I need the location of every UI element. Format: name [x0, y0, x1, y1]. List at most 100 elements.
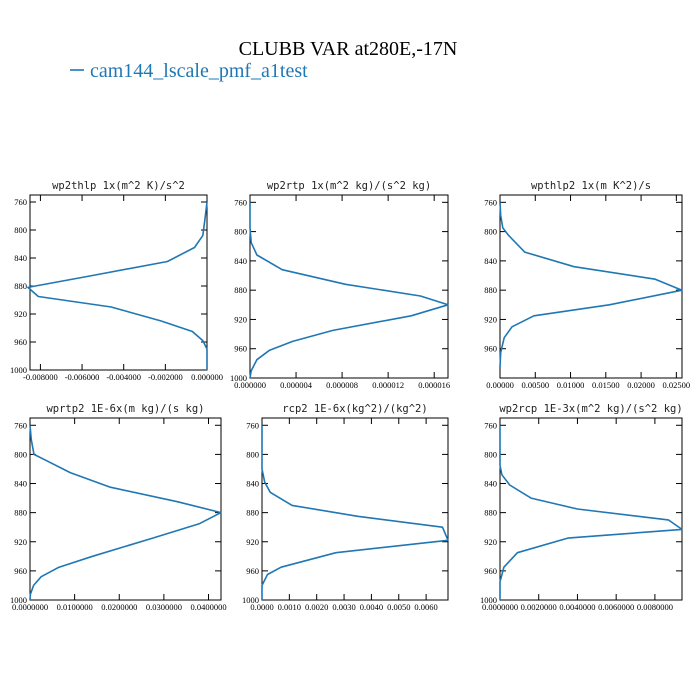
y-tick-label: 760 — [234, 197, 247, 207]
y-tick-label: 800 — [484, 449, 497, 459]
panel-4: wprtp2 1E-6x(m kg)/(s kg) 760 800 840 880 920… — [10, 403, 227, 612]
legend-label: cam144_lscale_pmf_a1test — [90, 60, 308, 82]
plot-frame — [29, 417, 222, 601]
panel-6: wp2rcp 1E-3x(m^2 kg)/(s^2 kg)760 800 840 88… — [480, 403, 683, 612]
y-tick-label: 840 — [14, 479, 27, 489]
x-tick-label: 0.000004 — [280, 380, 313, 390]
panel-title: wpthlp2 1x(m K^2)/s — [531, 180, 651, 192]
x-tick-label: 0.00500 — [521, 380, 549, 390]
series-line-1 — [27, 201, 208, 370]
y-tick-label: 920 — [14, 309, 27, 319]
y-tick-label: 760 — [246, 420, 259, 430]
y-tick-label: 760 — [14, 420, 27, 430]
x-tick-label: 0.0080000 — [637, 602, 673, 612]
panel-1: wp2thlp 1x(m^2 K)/s^2 760 800 840 880 920 960 1… — [10, 180, 223, 382]
y-tick-label: 800 — [484, 227, 497, 237]
y-tick-label: 880 — [14, 281, 27, 291]
panel-title: wprtp2 1E-6x(m kg)/(s kg) — [46, 403, 204, 415]
x-tick-label: 0.0030 — [332, 602, 355, 612]
x-tick-label: 0.000012 — [372, 380, 404, 390]
x-tick-label: -0.006000 — [65, 372, 100, 382]
x-tick-label: 0.0010 — [278, 602, 301, 612]
x-tick-label: 0.0050 — [387, 602, 410, 612]
series-line-1 — [499, 425, 683, 600]
x-tick-label: 0.000016 — [418, 380, 450, 390]
panel-5: rcp2 1E-6x(kg^2)/(kg^2) 760 800 840 880 920 96… — [242, 403, 449, 612]
y-tick-label: 880 — [234, 285, 247, 295]
y-tick-label: 880 — [246, 508, 259, 518]
y-tick-label: 800 — [14, 449, 27, 459]
plot-frame — [261, 417, 449, 601]
x-tick-label: 0.0060 — [414, 602, 437, 612]
y-tick-label: 840 — [234, 256, 247, 266]
x-tick-label: 0.02500 — [663, 380, 691, 390]
x-tick-label: 0.0020000 — [521, 602, 557, 612]
panel-3: wpthlp2 1x(m K^2)/s 760 800 840 880 920 960 0.0… — [484, 180, 690, 390]
plot-frame — [249, 194, 449, 379]
x-tick-label: 0.0060000 — [598, 602, 634, 612]
y-tick-label: 920 — [246, 537, 259, 547]
y-tick-label: 760 — [14, 197, 27, 207]
x-tick-label: 0.0200000 — [101, 602, 137, 612]
panels: wp2thlp 1x(m^2 K)/s^2 760 800 840 880 920 960 1… — [10, 180, 690, 612]
y-tick-label: 880 — [484, 508, 497, 518]
x-tick-label: -0.004000 — [106, 372, 141, 382]
x-tick-label: 0.02000 — [627, 380, 655, 390]
y-tick-label: 1000 — [242, 595, 259, 605]
x-tick-label: 0.0100000 — [57, 602, 93, 612]
x-tick-label: 0.00000 — [486, 380, 514, 390]
y-tick-label: 840 — [484, 479, 497, 489]
series-line-1 — [499, 202, 683, 368]
plot-frame — [499, 417, 683, 601]
y-tick-label: 920 — [234, 314, 247, 324]
y-tick-label: 960 — [14, 337, 27, 347]
y-tick-label: 1000 — [10, 365, 27, 375]
x-tick-label: 0.01000 — [557, 380, 585, 390]
y-tick-label: 880 — [14, 508, 27, 518]
x-tick-label: -0.008000 — [23, 372, 58, 382]
y-tick-label: 840 — [246, 479, 259, 489]
y-tick-label: 960 — [484, 566, 497, 576]
plot-frame — [499, 194, 683, 379]
y-tick-label: 840 — [484, 256, 497, 266]
y-tick-label: 840 — [14, 253, 27, 263]
x-tick-label: 0.000000 — [191, 372, 223, 382]
x-tick-label: 0.0040000 — [559, 602, 595, 612]
y-tick-label: 960 — [484, 344, 497, 354]
panel-2: wp2rtp 1x(m^2 kg)/(s^2 kg) 760 800 840 880 92… — [230, 180, 450, 390]
x-tick-label: 0.0020 — [305, 602, 328, 612]
panel-title: wp2rcp 1E-3x(m^2 kg)/(s^2 kg) — [499, 403, 682, 415]
y-tick-label: 960 — [234, 344, 247, 354]
x-tick-label: 0.0000000 — [482, 602, 518, 612]
y-tick-label: 800 — [234, 227, 247, 237]
y-tick-label: 920 — [484, 537, 497, 547]
y-tick-label: 800 — [14, 225, 27, 235]
x-tick-label: 0.0400000 — [190, 602, 226, 612]
y-tick-label: 760 — [484, 197, 497, 207]
y-tick-label: 880 — [484, 285, 497, 295]
x-tick-label: 0.01500 — [592, 380, 620, 390]
y-tick-label: 1000 — [230, 373, 247, 383]
series-line-1 — [261, 425, 449, 600]
x-tick-label: 0.0000 — [250, 602, 273, 612]
panel-title: wp2thlp 1x(m^2 K)/s^2 — [52, 180, 185, 192]
x-tick-label: 0.000008 — [326, 380, 358, 390]
x-tick-label: -0.002000 — [148, 372, 183, 382]
plot-frame — [29, 194, 208, 371]
series-line-1 — [29, 425, 222, 601]
series-line-1 — [249, 202, 449, 379]
y-tick-label: 920 — [14, 537, 27, 547]
x-tick-label: 0.0040 — [360, 602, 383, 612]
figure-title: CLUBB VAR at280E,-17N — [239, 38, 458, 60]
y-tick-label: 1000 — [480, 595, 497, 605]
y-tick-label: 960 — [246, 566, 259, 576]
y-tick-label: 920 — [484, 314, 497, 324]
panel-title: wp2rtp 1x(m^2 kg)/(s^2 kg) — [267, 180, 431, 192]
y-tick-label: 1000 — [10, 595, 27, 605]
x-tick-label: 0.0300000 — [146, 602, 182, 612]
x-tick-label: 0.000000 — [234, 380, 266, 390]
y-tick-label: 800 — [246, 449, 259, 459]
y-tick-label: 760 — [484, 420, 497, 430]
y-tick-label: 960 — [14, 566, 27, 576]
